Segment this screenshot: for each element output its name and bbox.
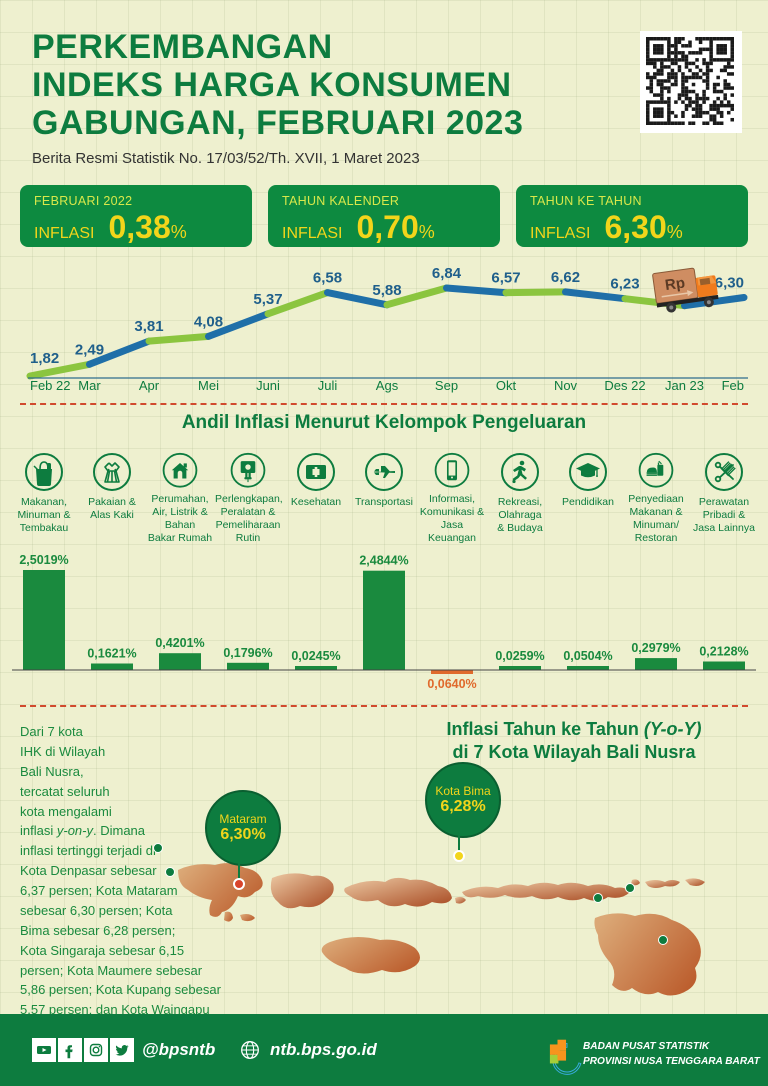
svg-text:Nov: Nov bbox=[554, 378, 578, 393]
svg-text:Sep: Sep bbox=[435, 378, 458, 393]
svg-text:Okt: Okt bbox=[496, 378, 517, 393]
svg-text:Apr: Apr bbox=[139, 378, 160, 393]
svg-text:6,57: 6,57 bbox=[491, 270, 520, 287]
svg-text:Ags: Ags bbox=[376, 378, 399, 393]
svg-text:6,58: 6,58 bbox=[313, 270, 342, 287]
svg-text:0,2128%: 0,2128% bbox=[699, 645, 748, 659]
svg-text:0,0259%: 0,0259% bbox=[495, 649, 544, 663]
svg-text:Des 22: Des 22 bbox=[604, 378, 645, 393]
svg-text:0,2979%: 0,2979% bbox=[631, 641, 680, 655]
svg-text:Rp: Rp bbox=[664, 274, 686, 294]
svg-text:Juli: Juli bbox=[318, 378, 338, 393]
svg-text:0,1621%: 0,1621% bbox=[87, 647, 136, 661]
svg-text:0,0504%: 0,0504% bbox=[563, 649, 612, 663]
svg-text:2,4844%: 2,4844% bbox=[359, 554, 408, 568]
svg-text:Mei: Mei bbox=[198, 378, 219, 393]
svg-text:Mar: Mar bbox=[78, 378, 101, 393]
svg-text:5,88: 5,88 bbox=[372, 282, 401, 299]
svg-text:0,0640%: 0,0640% bbox=[427, 677, 476, 690]
svg-text:6,84: 6,84 bbox=[432, 265, 462, 282]
svg-text:2,5019%: 2,5019% bbox=[19, 553, 68, 567]
svg-text:Juni: Juni bbox=[256, 378, 280, 393]
svg-text:0,1796%: 0,1796% bbox=[223, 646, 272, 660]
svg-text:5,37: 5,37 bbox=[253, 291, 282, 308]
svg-text:3,81: 3,81 bbox=[134, 318, 163, 335]
svg-text:1,82: 1,82 bbox=[30, 350, 59, 367]
svg-text:6,62: 6,62 bbox=[551, 269, 580, 286]
svg-text:2,49: 2,49 bbox=[75, 341, 104, 358]
svg-text:4,08: 4,08 bbox=[194, 313, 223, 330]
svg-text:0,0245%: 0,0245% bbox=[291, 649, 340, 663]
svg-text:Feb: Feb bbox=[722, 378, 744, 393]
svg-text:0,4201%: 0,4201% bbox=[155, 636, 204, 650]
svg-text:Feb 22: Feb 22 bbox=[30, 378, 70, 393]
svg-text:Jan 23: Jan 23 bbox=[665, 378, 704, 393]
svg-text:6,23: 6,23 bbox=[610, 276, 639, 293]
